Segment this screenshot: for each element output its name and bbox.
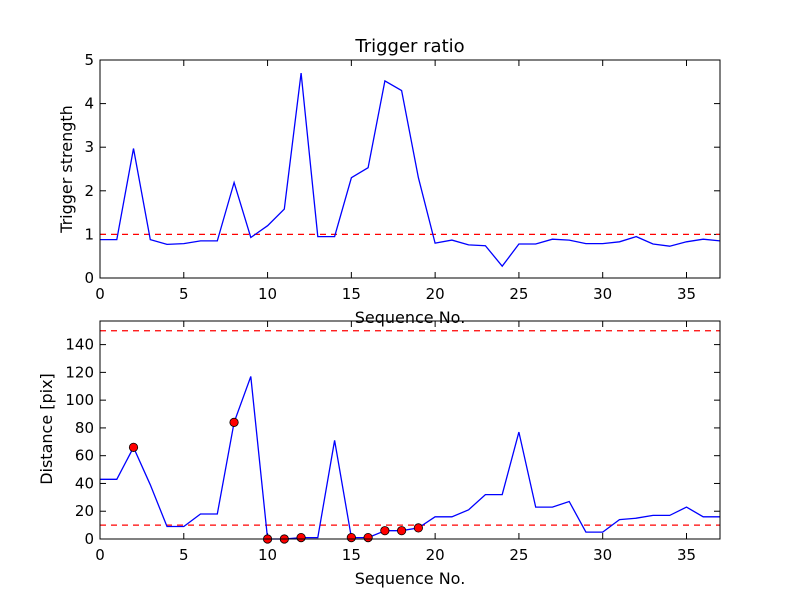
top-x-axis-label: Sequence No. (355, 308, 466, 327)
top-x-tick-label: 5 (179, 285, 189, 303)
top-x-tick-label: 10 (258, 285, 277, 303)
bottom-x-tick-label: 20 (426, 546, 445, 564)
bottom-data-point (397, 526, 407, 536)
bottom-threshold-lines (100, 330, 720, 526)
bottom-data-point (363, 533, 373, 543)
top-chart-title: Trigger ratio (354, 36, 464, 57)
top-y-axis-label: Trigger strength (57, 105, 76, 234)
bottom-y-tick-label: 20 (75, 502, 94, 520)
top-ticks: 0 5 10 15 20 25 30 35 0 1 2 3 4 5 (84, 51, 720, 303)
bottom-y-tick-label: 40 (75, 474, 94, 492)
bottom-y-tick-label: 120 (65, 363, 94, 381)
bottom-data-point (413, 523, 423, 533)
top-y-tick-label: 4 (84, 95, 94, 113)
top-x-tick-label: 30 (593, 285, 612, 303)
bottom-series-line (100, 376, 720, 540)
bottom-y-tick-label: 0 (84, 530, 94, 548)
bottom-x-tick-label: 5 (179, 546, 189, 564)
top-plot-frame (99, 59, 721, 279)
bottom-data-point (229, 417, 239, 427)
bottom-x-tick-label: 0 (95, 546, 105, 564)
bottom-ticks: 0 5 10 15 20 25 30 35 0 20 40 60 80 100 120 140 (65, 321, 720, 564)
top-x-tick-label: 35 (677, 285, 696, 303)
bottom-data-point (380, 526, 390, 536)
bottom-data-point (296, 533, 306, 543)
bottom-series (100, 376, 720, 540)
bottom-x-tick-label: 25 (509, 546, 528, 564)
top-y-tick-label: 0 (84, 269, 94, 287)
bottom-y-axis-label: Distance [pix] (37, 373, 56, 485)
top-subplot: Trigger ratio Sequence No. Trigger stren… (57, 36, 721, 327)
bottom-y-tick-label: 100 (65, 391, 94, 409)
top-x-tick-label: 0 (95, 285, 105, 303)
top-y-tick-label: 3 (84, 138, 94, 156)
top-y-tick-label: 2 (84, 182, 94, 200)
top-x-tick-label: 20 (426, 285, 445, 303)
bottom-plot-frame (99, 320, 721, 540)
top-y-tick-label: 5 (84, 51, 94, 69)
top-x-tick-label: 25 (509, 285, 528, 303)
top-series (100, 73, 721, 268)
top-x-tick-label: 15 (342, 285, 361, 303)
bottom-x-tick-label: 10 (258, 546, 277, 564)
bottom-data-point (128, 442, 139, 452)
bottom-subplot: Sequence No. Distance [pix] 0 5 10 15 20 25 30… (37, 320, 721, 588)
top-series-line (100, 73, 721, 268)
bottom-y-tick-label: 140 (65, 336, 94, 354)
bottom-x-tick-label: 35 (677, 546, 696, 564)
bottom-x-tick-label: 30 (593, 546, 612, 564)
bottom-x-tick-label: 15 (342, 546, 361, 564)
bottom-data-point (346, 533, 356, 543)
top-y-tick-label: 1 (84, 225, 94, 243)
bottom-x-axis-label: Sequence No. (355, 569, 466, 588)
bottom-y-tick-label: 60 (75, 447, 94, 465)
bottom-y-tick-label: 80 (75, 419, 94, 437)
